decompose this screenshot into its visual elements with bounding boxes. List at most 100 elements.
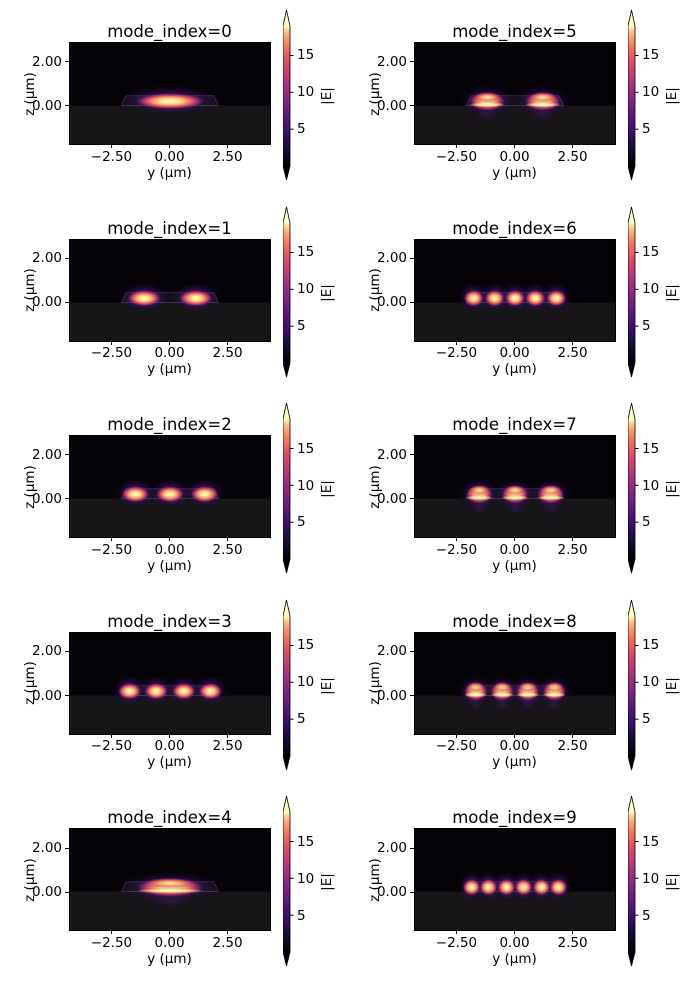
colorbar-tick-label: 5 bbox=[297, 710, 306, 727]
x-tick-label: 2.50 bbox=[212, 148, 243, 165]
plot-title: mode_index=1 bbox=[107, 218, 232, 238]
x-tick-label: −2.50 bbox=[90, 148, 133, 165]
y-tick-label: 0.00 bbox=[376, 884, 407, 901]
colorbar bbox=[627, 206, 640, 378]
x-tick-label: −2.50 bbox=[90, 541, 133, 558]
x-tick-label: 0.00 bbox=[499, 148, 530, 165]
colorbar bbox=[627, 9, 640, 181]
plot-title: mode_index=8 bbox=[452, 611, 577, 631]
colorbar-svg bbox=[282, 9, 294, 181]
colorbar-tick-label: 10 bbox=[297, 84, 315, 101]
x-tick-mark bbox=[227, 734, 229, 738]
x-tick-mark bbox=[455, 930, 457, 935]
x-tick-label: 2.50 bbox=[212, 738, 243, 755]
y-tick-label: 0.00 bbox=[376, 490, 407, 507]
x-tick-label: 2.50 bbox=[212, 934, 243, 951]
x-tick-mark bbox=[110, 537, 112, 542]
x-tick-label: −2.50 bbox=[435, 541, 478, 558]
colorbar-tick-label: 15 bbox=[642, 637, 660, 654]
colorbar-tick-label: 10 bbox=[642, 280, 660, 297]
mode-panel: mode_index=2 z (µm) 2.00 0.00 −2.50 0.00… bbox=[0, 393, 345, 590]
y-tick-mark bbox=[410, 891, 414, 893]
colorbar-label: |E| bbox=[319, 676, 335, 695]
x-tick-label: 2.50 bbox=[557, 934, 588, 951]
colorbar-label: |E| bbox=[664, 283, 680, 302]
x-tick-mark bbox=[514, 144, 515, 148]
x-tick-mark bbox=[455, 341, 457, 345]
heatmap-axes bbox=[413, 238, 616, 342]
x-tick-label: 0.00 bbox=[154, 541, 185, 558]
y-tick-label: 0.00 bbox=[31, 294, 62, 311]
heatmap-axes bbox=[68, 238, 271, 342]
heatmap-axes bbox=[68, 42, 271, 145]
y-tick-mark bbox=[410, 695, 414, 696]
plot-title: mode_index=7 bbox=[452, 415, 577, 435]
x-axis-label: y (µm) bbox=[492, 950, 537, 967]
x-tick-mark bbox=[514, 537, 515, 542]
y-tick-mark bbox=[65, 105, 69, 107]
x-tick-label: 2.50 bbox=[212, 541, 243, 558]
x-tick-mark bbox=[514, 341, 515, 345]
x-tick-mark bbox=[169, 537, 170, 542]
y-tick-label: 2.00 bbox=[31, 643, 62, 660]
x-tick-mark bbox=[455, 537, 457, 542]
y-tick-label: 0.00 bbox=[31, 687, 62, 704]
y-tick-mark bbox=[410, 105, 414, 107]
x-tick-mark bbox=[169, 341, 170, 345]
mode-panel: mode_index=4 z (µm) 2.00 0.00 −2.50 0.00… bbox=[0, 786, 345, 983]
x-tick-mark bbox=[169, 734, 170, 738]
colorbar-tick-label: 15 bbox=[297, 440, 315, 457]
x-tick-label: 0.00 bbox=[154, 148, 185, 165]
colorbar-tick-label: 5 bbox=[642, 907, 651, 924]
plot-title: mode_index=4 bbox=[107, 808, 232, 828]
x-tick-label: −2.50 bbox=[90, 738, 133, 755]
x-tick-label: 2.50 bbox=[557, 345, 588, 362]
heatmap-axes bbox=[413, 435, 616, 539]
mode-panel: mode_index=3 z (µm) 2.00 0.00 −2.50 0.00… bbox=[0, 590, 345, 787]
x-tick-label: −2.50 bbox=[90, 345, 133, 362]
x-tick-mark bbox=[572, 144, 574, 148]
heatmap-svg bbox=[414, 436, 615, 538]
y-tick-label: 0.00 bbox=[31, 97, 62, 114]
colorbar-label: |E| bbox=[664, 480, 680, 499]
colorbar-label: |E| bbox=[319, 87, 335, 105]
colorbar-tick-label: 10 bbox=[297, 870, 315, 887]
colorbar-label: |E| bbox=[319, 480, 335, 499]
colorbar bbox=[282, 599, 295, 771]
x-tick-mark bbox=[455, 144, 457, 148]
y-tick-label: 2.00 bbox=[31, 840, 62, 857]
colorbar-svg bbox=[627, 9, 639, 181]
y-tick-label: 0.00 bbox=[376, 294, 407, 311]
x-tick-label: −2.50 bbox=[435, 345, 478, 362]
y-tick-mark bbox=[410, 498, 414, 500]
heatmap-svg bbox=[414, 43, 615, 144]
x-tick-label: 0.00 bbox=[499, 738, 530, 755]
x-axis-label: y (µm) bbox=[492, 361, 537, 378]
colorbar-tick-label: 10 bbox=[297, 674, 315, 691]
heatmap-axes bbox=[68, 435, 271, 539]
x-axis-label: y (µm) bbox=[147, 950, 192, 967]
y-tick-mark bbox=[65, 257, 69, 259]
colorbar-label: |E| bbox=[664, 676, 680, 695]
colorbar-tick-label: 5 bbox=[297, 907, 306, 924]
colorbar-tick-label: 15 bbox=[642, 440, 660, 457]
mode-panel: mode_index=8 z (µm) 2.00 0.00 −2.50 0.00… bbox=[345, 590, 690, 787]
y-tick-mark bbox=[410, 454, 414, 456]
colorbar-tick-label: 5 bbox=[642, 317, 651, 334]
colorbar-tick-label: 10 bbox=[642, 870, 660, 887]
mode-panel: mode_index=1 z (µm) 2.00 0.00 −2.50 0.00… bbox=[0, 197, 345, 394]
x-tick-mark bbox=[169, 930, 170, 935]
colorbar-tick-label: 5 bbox=[297, 514, 306, 531]
y-tick-mark bbox=[65, 695, 69, 696]
x-tick-mark bbox=[572, 341, 574, 345]
heatmap-svg bbox=[414, 829, 615, 931]
colorbar-label: |E| bbox=[664, 87, 680, 105]
y-tick-mark bbox=[65, 301, 69, 303]
y-tick-mark bbox=[410, 847, 414, 849]
colorbar-tick-label: 5 bbox=[297, 121, 306, 138]
y-tick-label: 2.00 bbox=[376, 53, 407, 70]
y-tick-mark bbox=[65, 498, 69, 500]
colorbar-svg bbox=[282, 599, 294, 770]
colorbar-label: |E| bbox=[319, 873, 335, 892]
